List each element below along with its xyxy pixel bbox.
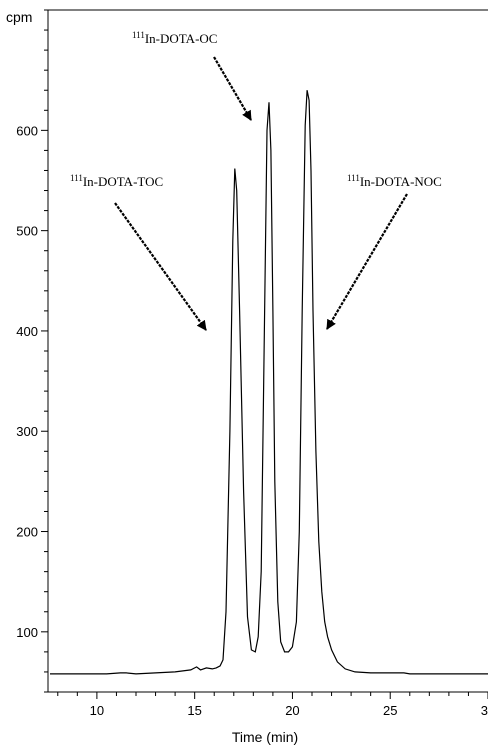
annotation-oc: 111In-DOTA-OC <box>132 30 217 46</box>
x-tick-label: 15 <box>187 703 201 718</box>
y-axis-title: cpm <box>6 9 32 25</box>
arrow-oc <box>214 57 251 120</box>
x-axis-title: Time (min) <box>232 729 298 745</box>
x-tick-label: 30 <box>481 703 488 718</box>
arrow-toc <box>115 203 206 330</box>
tick-labels: 10 15 20 25 30 100 200 300 400 500 600 <box>16 123 488 718</box>
x-tick-label: 25 <box>383 703 397 718</box>
annotation-noc-label: In-DOTA-NOC <box>360 174 442 189</box>
y-tick-label: 600 <box>16 123 38 138</box>
x-tick-label: 20 <box>285 703 299 718</box>
annotation-toc-label: In-DOTA-TOC <box>83 174 163 189</box>
annotation-noc-sup: 111 <box>347 173 360 183</box>
y-tick-label: 400 <box>16 324 38 339</box>
y-tick-label: 500 <box>16 224 38 239</box>
y-tick-label: 200 <box>16 525 38 540</box>
annotation-toc-sup: 111 <box>70 173 83 183</box>
annotation-oc-label: In-DOTA-OC <box>145 31 218 46</box>
x-tick-label: 10 <box>90 703 104 718</box>
annotation-oc-sup: 111 <box>132 30 145 40</box>
arrow-noc <box>327 194 407 329</box>
y-tick-label: 100 <box>16 625 38 640</box>
annotation-noc: 111In-DOTA-NOC <box>347 173 442 189</box>
y-tick-label: 300 <box>16 424 38 439</box>
annotation-toc: 111In-DOTA-TOC <box>70 173 163 189</box>
